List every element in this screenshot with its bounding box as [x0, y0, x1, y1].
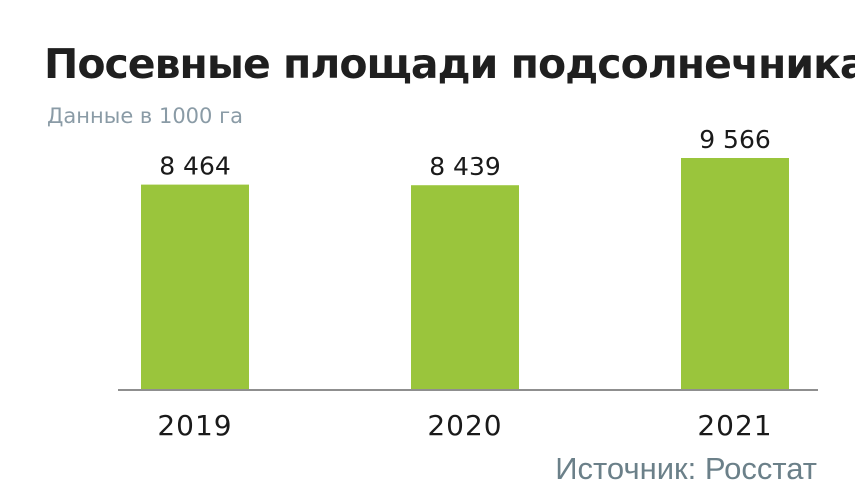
category-label-2021: 2021 — [697, 409, 772, 442]
bar-2021 — [681, 158, 789, 389]
category-label-2020: 2020 — [427, 409, 502, 442]
value-label-2019: 8 464 — [159, 152, 231, 181]
category-label-2019: 2019 — [157, 409, 232, 442]
bar-2019 — [141, 185, 249, 389]
value-label-2020: 8 439 — [429, 152, 501, 181]
bars-group: 8 464 2019 8 439 2020 9 566 2021 — [141, 125, 789, 442]
source-note: Источник: Росстат — [555, 451, 817, 487]
bar-2020 — [411, 185, 519, 389]
value-label-2021: 9 566 — [699, 125, 771, 154]
